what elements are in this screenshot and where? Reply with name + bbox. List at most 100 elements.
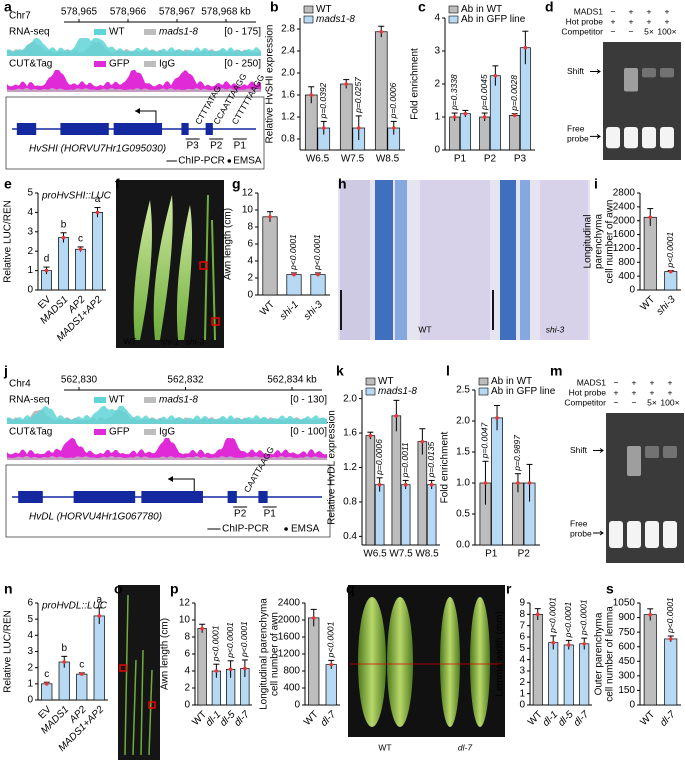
y-axis-title: parenchyma [594,214,605,269]
mean-dot [527,481,532,485]
coord-label: 578,967 [159,7,196,18]
legend-entry: ChIP-PCR [222,524,269,535]
y-axis-title: Relative HvDL expression [327,410,338,525]
y-tick-label: 6 [519,632,525,643]
y-tick-label: 1200 [613,243,636,254]
y-tick-label: 0.0 [456,540,470,551]
mean-dot [420,439,425,444]
y-tick-label: 1.6 [343,428,357,439]
panel-label: g [232,176,241,192]
legend-entry: mads1-8 [159,395,198,406]
bar [664,638,678,706]
spikes [133,194,220,341]
y-tick-label: 400 [618,271,635,282]
gene-name: HvDL (HORVU4Hr1G067780) [29,512,162,523]
y-tick-label: 1 [27,678,33,689]
gel-lane-sign: + [632,377,637,387]
mean-dot [394,414,399,418]
gene-exon [205,123,213,135]
panel-label: l [446,363,450,379]
p-value: p<0.0001 [239,621,249,658]
p-value: p=0.0045 [479,74,489,111]
x-tick-label: dl-7 [572,709,592,729]
bar [509,114,521,151]
gel-lane-sign: + [668,377,673,387]
p-value: p<0.0001 [579,599,589,636]
mean-dot [44,268,49,273]
gel-lane-sign: + [650,377,655,387]
gel-lane-sign: + [647,6,652,16]
y-tick-label: 0 [629,285,635,296]
legend-entry: Ab in GFP line [491,386,556,397]
bar [58,661,70,701]
y-tick-label: 1600 [613,229,636,240]
x-tick-label: W7.5 [389,549,413,560]
bar [75,248,86,291]
mean-dot [452,115,457,119]
bar [449,116,461,151]
y-tick-label: 2 [434,79,440,90]
tss-arrowhead [168,476,173,482]
y-tick-label: 2.4 [281,46,295,57]
legend-entry: WT [109,395,125,406]
gel-row-label: Competitor [561,26,603,36]
legend-swatch [144,61,156,67]
y-tick-label: 5 [519,643,525,654]
mean-dot [329,662,334,667]
free-band [663,521,677,548]
gene-box [5,96,265,170]
y-tick-label: 0.4 [343,531,357,542]
letter: c [78,234,83,245]
bar [643,216,657,291]
y-tick-label: 600 [618,641,635,652]
mean-dot [95,210,100,215]
gene-exon [60,123,109,135]
coord-label: 562,830 [61,375,98,386]
free-label: Free [567,124,585,134]
bar [92,212,103,291]
y-tick-label: 4 [247,256,253,267]
mean-dot [493,73,498,78]
legend-entry: WT [378,376,394,387]
x-tick-label: P2 [518,549,531,560]
y-tick-label: 0 [184,700,190,711]
gel-lane-sign: − [629,26,634,36]
x-tick-label: W8.5 [376,154,400,165]
mean-dot [368,433,373,438]
rna-coverage-wt [7,406,327,424]
panel-label: a [4,0,12,15]
bar [93,615,105,701]
gel-lane-sign: 100× [660,397,679,407]
bar [400,484,411,546]
p-value: p<0.0001 [563,601,573,638]
mean-dot [482,115,487,119]
y-axis-title: Longitudinal [583,215,594,269]
lemmas [350,597,503,727]
gene-exon [258,491,268,503]
gel-row-label: Hot probe [569,387,607,397]
shift-band [663,446,677,458]
legend-entry: WT [109,27,125,38]
mean-dot [292,272,296,277]
mean-dot [551,640,556,645]
primer-label: P1 [264,509,277,520]
y-tick-label: 300 [618,670,635,681]
mean-dot [228,667,233,672]
bar [262,216,278,296]
legend-emsa [227,159,232,163]
p-value: p=0.0257 [353,77,363,114]
track-range: [0 - 130] [290,395,327,406]
primer-label: P1 [234,141,247,152]
legend-swatch [144,29,156,35]
mean-dot [379,29,384,34]
panel-label: s [606,581,614,597]
legend-swatch [94,397,106,403]
mean-dot [356,126,361,130]
letter: a [96,594,102,605]
gel-lane-sign: + [632,387,637,397]
y-tick-label: 3 [27,226,33,237]
y-axis-title: Relative LUC/REN [3,200,14,283]
y-tick-label: 1050 [613,598,636,609]
mean-dot [214,669,219,673]
legend-swatch [94,429,106,435]
